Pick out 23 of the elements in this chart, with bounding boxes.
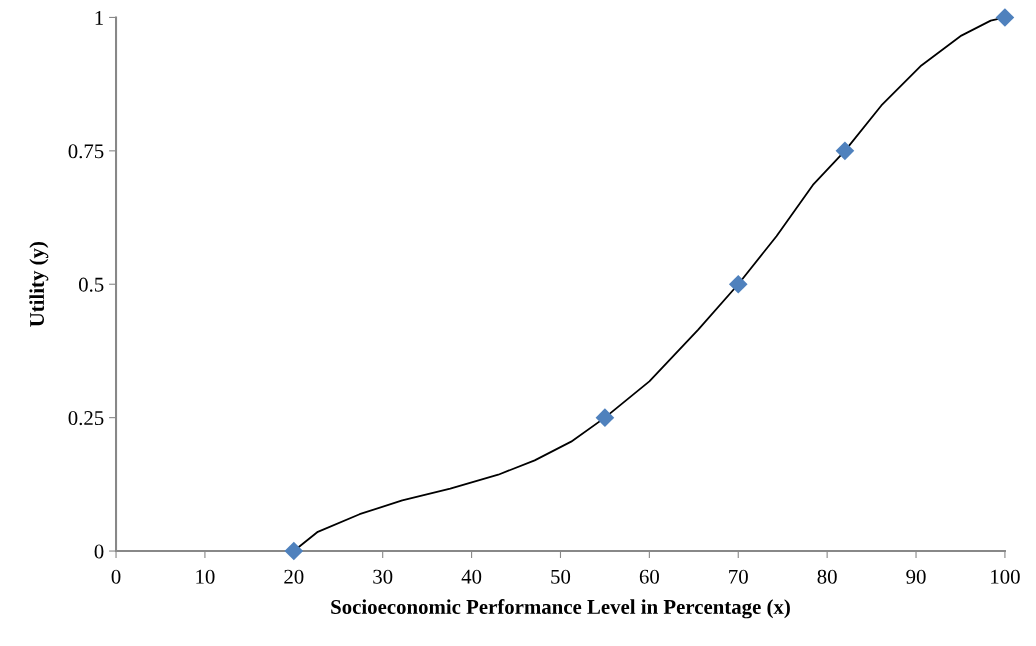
x-tick-label: 30 — [373, 569, 393, 584]
x-tick-label: 40 — [461, 569, 482, 584]
x-tick-label: 20 — [284, 569, 304, 584]
x-tick-label: 90 — [906, 569, 926, 584]
x-tick-label: 80 — [817, 569, 837, 584]
x-tick-label: 70 — [729, 569, 748, 584]
y-tick-label: 0.75 — [68, 144, 104, 159]
y-tick-label: 0 — [94, 544, 104, 559]
x-axis-title: Socioeconomic Performance Level in Percentage (x) — [331, 599, 790, 619]
point — [284, 541, 304, 561]
x-tick-label: 100 — [991, 569, 1020, 584]
x-tick-label: 10 — [196, 569, 215, 584]
point — [728, 274, 748, 294]
point — [995, 8, 1015, 27]
y-tick-label: 0.25 — [68, 411, 104, 426]
y-tick-label: 0.5 — [78, 277, 104, 292]
point — [835, 141, 855, 161]
x-tick-label: 50 — [551, 569, 571, 584]
point — [595, 408, 615, 427]
x-tick-label: 0 — [111, 569, 121, 584]
y-axis-title: Utility (y) — [29, 242, 49, 327]
x-tick-label: 60 — [639, 569, 659, 584]
y-tick-label: 1 — [95, 10, 103, 25]
